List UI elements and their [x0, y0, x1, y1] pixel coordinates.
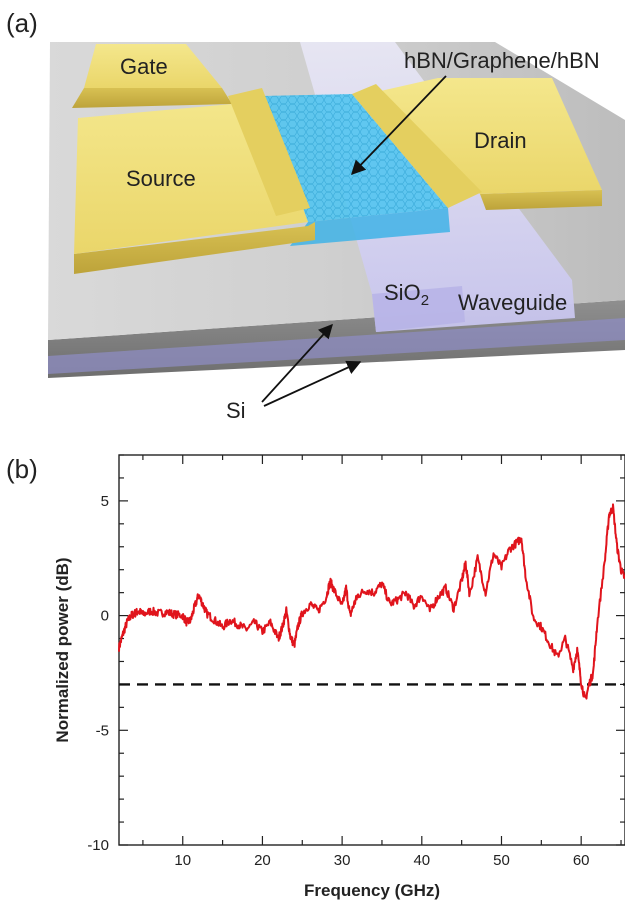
si-arrow-lower: [263, 360, 362, 407]
si-arrow-upper: [261, 323, 333, 403]
stack-arrow: [351, 75, 447, 176]
y-axis: 5 0 -5 -10: [87, 454, 625, 854]
x-tick-label: 20: [254, 852, 271, 869]
y-tick-label: 5: [101, 493, 109, 510]
y-axis-title: Normalized power (dB): [53, 557, 72, 742]
device-schematic: Gate Source Drain hBN/Graphene/hBN SiO2 …: [48, 42, 625, 423]
x-tick-label: 10: [174, 852, 191, 869]
waveguide-side: [372, 286, 465, 332]
x-tick-label: 60: [573, 852, 590, 869]
y-tick-label: 0: [101, 608, 109, 625]
frequency-response-chart: 10 20 30 40 50 60 50-5-10 Frequency (GHz) Nor…: [53, 454, 625, 900]
y-tick-label: -5: [96, 722, 109, 739]
drain-electrode-side: [480, 190, 602, 210]
sio2-label-base: SiO: [384, 280, 421, 305]
source-ridge: [228, 88, 310, 216]
normalized-power-trace: [118, 503, 625, 700]
x-tick-label: 40: [413, 852, 430, 869]
panel-b-label: (b): [6, 454, 38, 484]
si-label: Si: [226, 398, 246, 423]
x-axis-title: Frequency (GHz): [304, 881, 440, 900]
gate-label: Gate: [120, 54, 168, 79]
plot-frame: [118, 454, 625, 846]
y-tick-label: -10: [87, 837, 109, 854]
stack-label: hBN/Graphene/hBN: [404, 48, 600, 73]
source-electrode-side: [74, 222, 315, 274]
graphene-lattice: [262, 94, 448, 222]
waveguide-label: Waveguide: [458, 290, 567, 315]
x-axis: 10 20 30 40 50 60: [142, 455, 622, 869]
sio2-label: SiO2: [384, 280, 429, 309]
x-tick-label: 50: [493, 852, 510, 869]
gate-electrode: [84, 44, 222, 88]
drain-electrode: [376, 78, 602, 194]
panel-a-label: (a): [6, 8, 38, 38]
sio2-label-subscript: 2: [421, 292, 429, 309]
gate-electrode-side: [72, 88, 232, 108]
x-tick-label: 30: [334, 852, 351, 869]
si-substrate-purple: [48, 318, 625, 374]
drain-ridge: [352, 84, 482, 208]
source-label: Source: [126, 166, 196, 191]
graphene-edge: [290, 208, 450, 246]
drain-label: Drain: [474, 128, 527, 153]
